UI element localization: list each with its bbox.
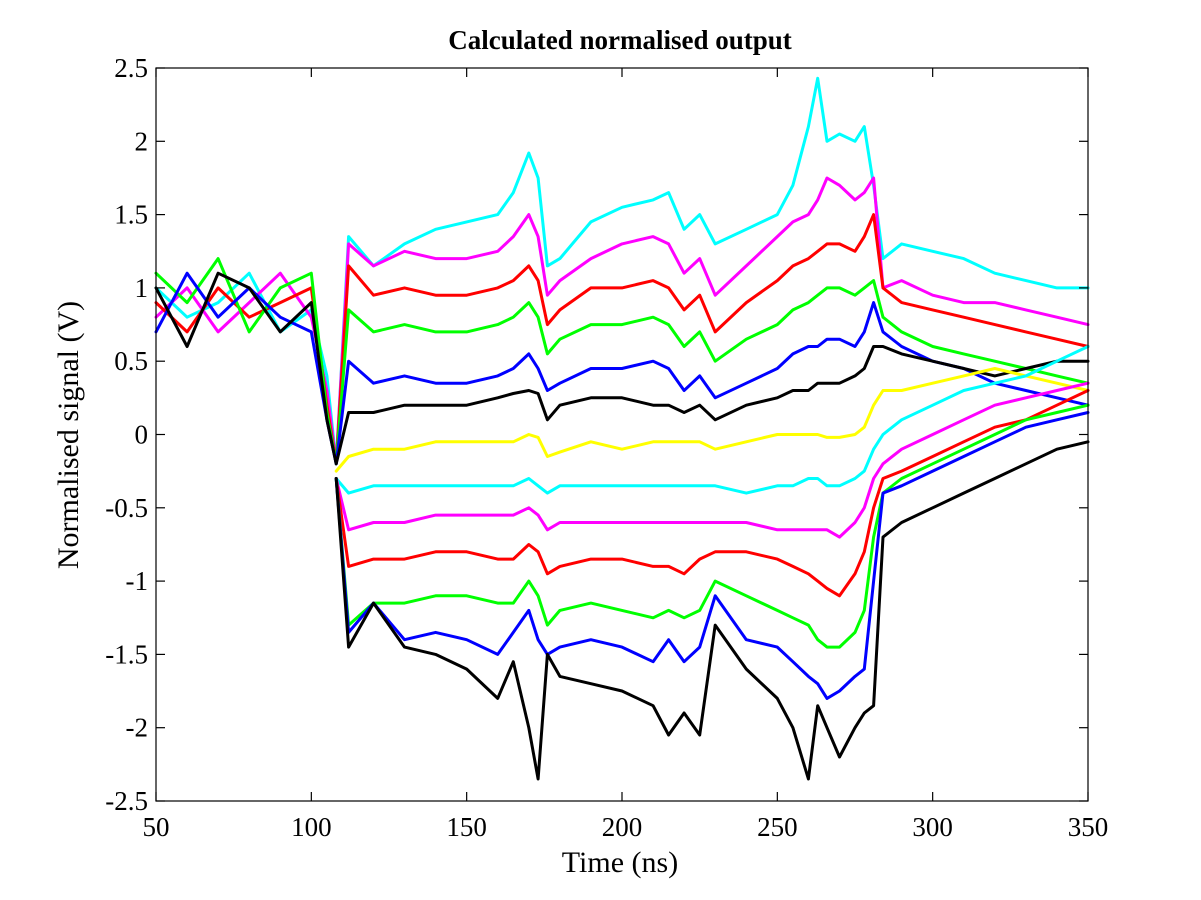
x-tick-label: 200 [602,812,643,842]
series-line-10 [334,389,1090,598]
x-tick-label: 300 [912,812,953,842]
y-axis-label: Normalised signal (V) [52,301,85,569]
y-tick-label: 1 [135,273,149,303]
x-tick-label: 100 [291,812,332,842]
y-tick-label: 1.5 [114,200,148,230]
series-line-12 [334,411,1090,700]
series-line-5 [154,271,1090,466]
series-line-7 [334,367,1090,473]
series-line-13 [334,440,1090,781]
chart-title: Calculated normalised output [448,25,792,55]
y-tick-label: 2 [135,126,149,156]
y-tick-label: -2 [126,713,149,743]
series-line-9 [334,381,1090,539]
series-layer [154,76,1090,781]
y-tick-label: -0.5 [105,493,148,523]
series-line-11 [334,403,1090,649]
series-line-6 [154,271,1090,466]
y-tick-label: -2.5 [105,786,148,816]
y-tick-label: -1 [126,566,149,596]
y-tick-label: 2.5 [114,53,148,83]
y-tick-label: -1.5 [105,639,148,669]
y-tick-label: 0.5 [114,346,148,376]
x-tick-label: 250 [757,812,798,842]
x-tick-label: 150 [446,812,487,842]
x-tick-label: 350 [1068,812,1109,842]
x-axis-label: Time (ns) [562,846,678,879]
x-tick-label: 50 [143,812,170,842]
y-tick-label: 0 [135,420,149,450]
axis-ticks: 50 100 150 200 250 300 350 2.5 2 1.5 1 0.5 0 -0.5 -1 -1… [105,53,1108,842]
series-line-8 [334,345,1090,495]
